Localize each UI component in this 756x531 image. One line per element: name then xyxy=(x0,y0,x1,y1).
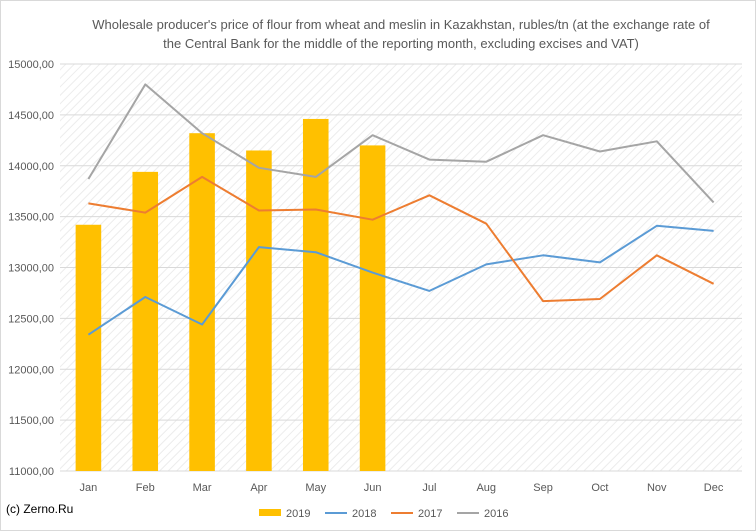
legend-label-2018: 2018 xyxy=(352,508,376,520)
x-tick-label: Aug xyxy=(476,482,496,494)
bar-2019-jun xyxy=(359,145,386,471)
y-tick-label: 14500,00 xyxy=(8,110,54,122)
legend-label-2019: 2019 xyxy=(286,508,310,520)
legend-label-2016: 2016 xyxy=(484,508,508,520)
x-tick-label: Jun xyxy=(364,482,382,494)
bar-2019-feb xyxy=(132,171,159,472)
line-series-2016 xyxy=(87,83,715,204)
x-tick-label: Sep xyxy=(533,482,553,494)
y-tick-label: 11500,00 xyxy=(9,415,54,427)
x-tick-label: Oct xyxy=(591,482,608,494)
x-tick-label: Mar xyxy=(193,482,212,494)
bar-2019-jan xyxy=(75,224,102,471)
x-tick-label: Dec xyxy=(704,482,724,494)
x-tick-label: Jul xyxy=(422,482,436,494)
line-series-2018 xyxy=(87,224,714,336)
y-tick-label: 15000,00 xyxy=(8,59,54,71)
line-series-2017 xyxy=(88,175,715,303)
bar-2019-mar xyxy=(189,133,215,471)
y-tick-label: 11000,00 xyxy=(9,466,54,478)
bar-2019-may xyxy=(302,118,329,471)
x-tick-label: Feb xyxy=(136,482,155,494)
credit-label: (c) Zerno.Ru xyxy=(6,502,74,516)
legend-swatch-2019 xyxy=(259,509,281,516)
y-tick-label: 12500,00 xyxy=(8,313,54,325)
chart-title: Wholesale producer's price of flour from… xyxy=(92,17,710,51)
y-tick-label: 14000,00 xyxy=(8,161,54,173)
x-tick-label: Nov xyxy=(647,482,667,494)
y-tick-label: 13000,00 xyxy=(8,263,54,275)
legend-label-2017: 2017 xyxy=(418,508,442,520)
x-tick-label: Jan xyxy=(80,482,98,494)
y-tick-label: 13500,00 xyxy=(8,212,54,224)
x-tick-label: Apr xyxy=(250,482,267,494)
y-tick-label: 12000,00 xyxy=(8,364,54,376)
bar-2019-apr xyxy=(246,150,272,472)
x-tick-label: May xyxy=(305,482,326,494)
